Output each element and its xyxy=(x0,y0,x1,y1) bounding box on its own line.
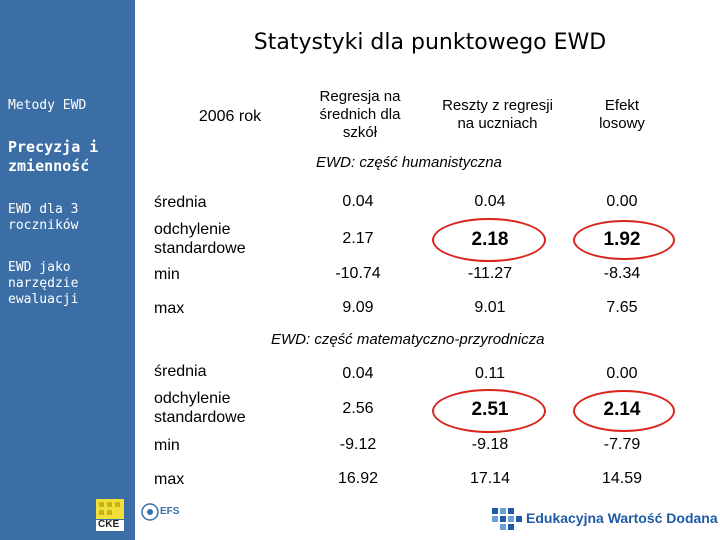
year-header: 2006 rok xyxy=(198,108,262,125)
sidebar-item-ewd-narzedzie[interactable]: EWD jako narzędzie ewaluacji xyxy=(8,260,78,308)
cke-logo-icon xyxy=(96,499,124,531)
row-label: min xyxy=(154,437,180,454)
sidebar-item-ewd-3-rocznikow[interactable]: EWD dla 3 roczników xyxy=(8,202,78,234)
sidebar-item-label: ewaluacji xyxy=(8,292,79,307)
table-cell: -7.79 xyxy=(603,436,641,453)
table-cell: 0.00 xyxy=(606,193,638,210)
table-cell: 7.65 xyxy=(606,299,638,316)
sidebar-item-label: narzędzie xyxy=(8,276,79,291)
section-title-matematyczno: EWD: część matematyczno-przyrodnicza xyxy=(271,331,545,348)
header-line: Efekt xyxy=(604,97,640,114)
highlight-ring xyxy=(573,390,675,432)
table-cell: 2.17 xyxy=(342,230,374,247)
ewd-logo: Edukacyjna Wartość Dodana xyxy=(492,506,718,532)
table-cell: -9.12 xyxy=(339,436,377,453)
header-line: średnich dla xyxy=(319,106,401,123)
sidebar-item-metody-ewd[interactable]: Metody EWD xyxy=(8,98,86,114)
table-cell: -9.18 xyxy=(471,436,509,453)
sidebar-item-label: EWD jako xyxy=(8,260,71,275)
section-title-humanistyczna: EWD: część humanistyczna xyxy=(316,154,502,171)
sidebar-item-label: roczników xyxy=(8,218,79,233)
table-cell: 0.00 xyxy=(606,365,638,382)
table-cell: 0.04 xyxy=(474,193,506,210)
sidebar-item-label: zmienność xyxy=(8,157,90,175)
ewd-logo-text: Edukacyjna Wartość Dodana xyxy=(526,510,718,526)
header-line: na uczniach xyxy=(457,115,538,132)
row-label-line: standardowe xyxy=(154,240,246,257)
table-cell: -10.74 xyxy=(335,265,381,282)
row-label-line: odchylenie xyxy=(154,221,231,238)
sidebar-item-label: EWD dla 3 xyxy=(8,202,79,217)
highlight-ring xyxy=(573,220,675,260)
row-label-line: odchylenie xyxy=(154,390,231,407)
table-cell: 0.11 xyxy=(475,365,505,382)
table-cell: -8.34 xyxy=(603,265,641,282)
highlight-ring xyxy=(432,218,546,262)
table-cell: 0.04 xyxy=(342,365,374,382)
sidebar-item-label: Metody EWD xyxy=(8,98,87,113)
row-label: odchylenie standardowe xyxy=(154,389,246,427)
table-cell: 9.09 xyxy=(342,299,374,316)
cke-logo-text: CKE xyxy=(98,519,120,530)
column-header-efekt: Efekt losowy xyxy=(572,97,672,133)
column-header-regresja: Regresja na średnich dla szkół xyxy=(300,88,420,142)
table-cell: 9.01 xyxy=(474,299,506,316)
sidebar: Metody EWD Precyzja i zmienność EWD dla … xyxy=(0,0,135,540)
highlight-ring xyxy=(432,389,546,433)
table-cell: 16.92 xyxy=(337,470,379,487)
table-cell: 2.56 xyxy=(342,400,374,417)
efs-logo-text: EFS xyxy=(160,506,180,517)
header-line: losowy xyxy=(599,115,645,132)
ewd-grid-icon xyxy=(492,508,522,530)
sidebar-item-precyzja[interactable]: Precyzja i zmienność xyxy=(8,138,98,176)
row-label-line: standardowe xyxy=(154,409,246,426)
page-title: Statystyki dla punktowego EWD xyxy=(253,30,607,55)
table-cell: 0.04 xyxy=(342,193,374,210)
table-cell: -11.27 xyxy=(467,265,513,282)
efs-logo: EFS xyxy=(140,502,210,530)
table-cell: 14.59 xyxy=(601,470,643,487)
header-line: Reszty z regresji xyxy=(442,97,553,114)
sidebar-item-label: Precyzja i xyxy=(8,138,99,156)
row-label: odchylenie standardowe xyxy=(154,220,246,258)
row-label: średnia xyxy=(154,363,207,380)
row-label: max xyxy=(154,471,185,488)
efs-star-icon xyxy=(141,503,159,521)
column-header-reszty: Reszty z regresji na uczniach xyxy=(425,97,570,133)
table-cell: 17.14 xyxy=(469,470,511,487)
row-label: max xyxy=(154,300,185,317)
header-line: Regresja na xyxy=(319,88,401,105)
cke-logo: CKE xyxy=(95,498,125,532)
row-label: średnia xyxy=(154,194,207,211)
row-label: min xyxy=(154,266,180,283)
header-line: szkół xyxy=(342,124,378,141)
